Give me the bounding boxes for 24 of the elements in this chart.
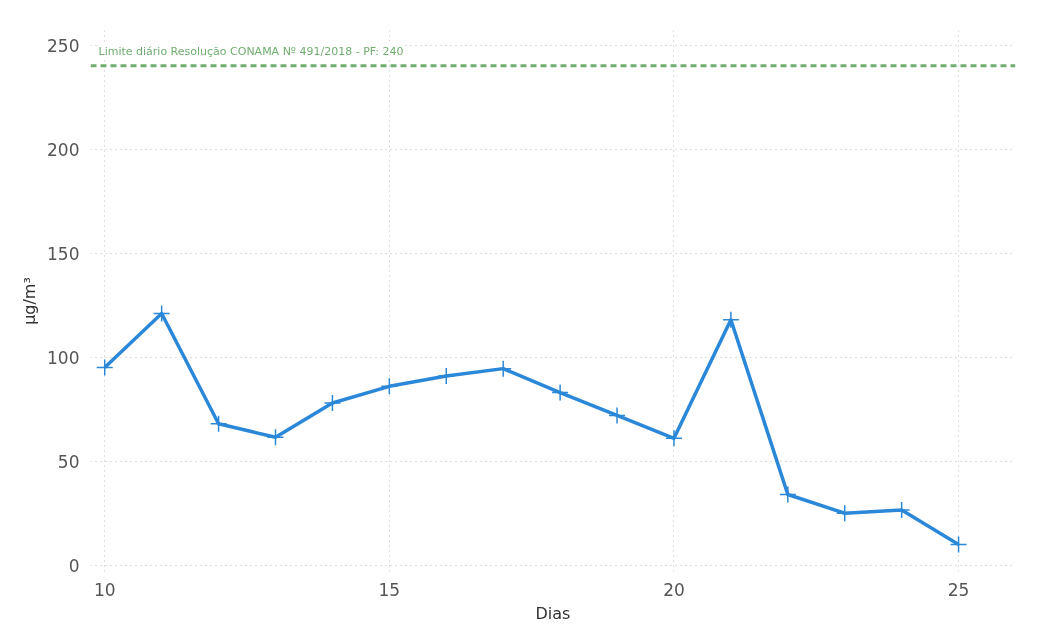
x-tick-label: 20 — [663, 579, 685, 600]
point — [95, 358, 114, 377]
point — [949, 535, 968, 554]
point — [380, 377, 399, 396]
x-axis-title: Dias — [535, 603, 571, 623]
point — [209, 415, 228, 433]
y-tick-label: 100 — [47, 347, 80, 368]
y-tick-label: 50 — [57, 451, 80, 472]
point — [722, 310, 740, 329]
point — [266, 428, 285, 447]
point — [152, 304, 171, 323]
point — [551, 383, 569, 402]
y-tick-label: 250 — [47, 35, 80, 56]
y-tick-label: 200 — [47, 139, 80, 160]
point — [779, 485, 797, 504]
point — [608, 406, 626, 425]
point — [323, 394, 342, 412]
x-tick-label: 15 — [378, 579, 401, 600]
y-tick-label: 0 — [68, 555, 80, 576]
y-tick-label: 150 — [47, 243, 80, 264]
x-tick-label: 10 — [93, 579, 116, 600]
y-axis-title: µg/m³ — [20, 277, 40, 325]
x-tick-label: 25 — [947, 579, 970, 600]
ref-line-label: Limite diário Resolução CONAMA Nº 491/2018 - PF: 240 — [98, 44, 404, 58]
